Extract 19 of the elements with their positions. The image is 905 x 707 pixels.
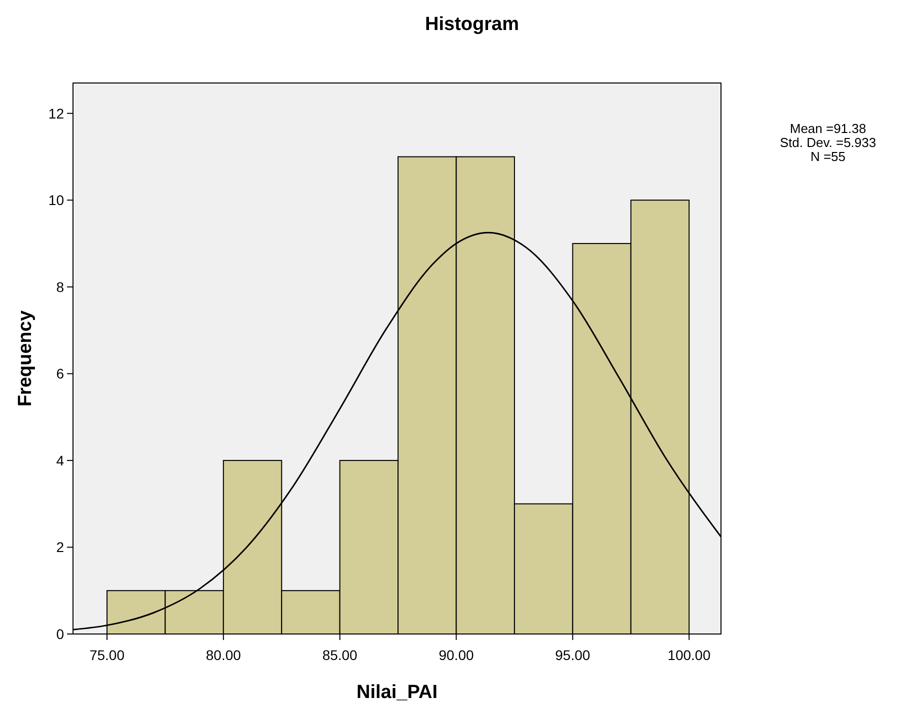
- x-tick-label: 85.00: [322, 647, 358, 663]
- y-tick-label: 8: [56, 278, 64, 295]
- x-tick-label: 75.00: [89, 647, 125, 663]
- x-axis-title: Nilai_PAI: [356, 682, 438, 703]
- x-tick-label: 90.00: [438, 647, 474, 663]
- y-tick-label: 10: [48, 192, 64, 208]
- x-tick-label: 80.00: [206, 647, 242, 663]
- y-tick-label: 2: [56, 539, 64, 556]
- x-tick-label: 100.00: [668, 647, 711, 663]
- y-axis-title: Frequency: [15, 310, 36, 407]
- y-tick-label: 12: [48, 105, 64, 122]
- y-tick-label: 0: [56, 626, 64, 642]
- chart-title: Histogram: [425, 14, 519, 35]
- text: N =55: [810, 149, 846, 164]
- text: Std. Dev. =5.933: [780, 135, 876, 150]
- text: Mean =91.38: [790, 121, 866, 136]
- y-tick-label: 6: [56, 366, 64, 382]
- y-tick-label: 4: [56, 452, 64, 468]
- x-tick-label: 95.00: [555, 647, 590, 663]
